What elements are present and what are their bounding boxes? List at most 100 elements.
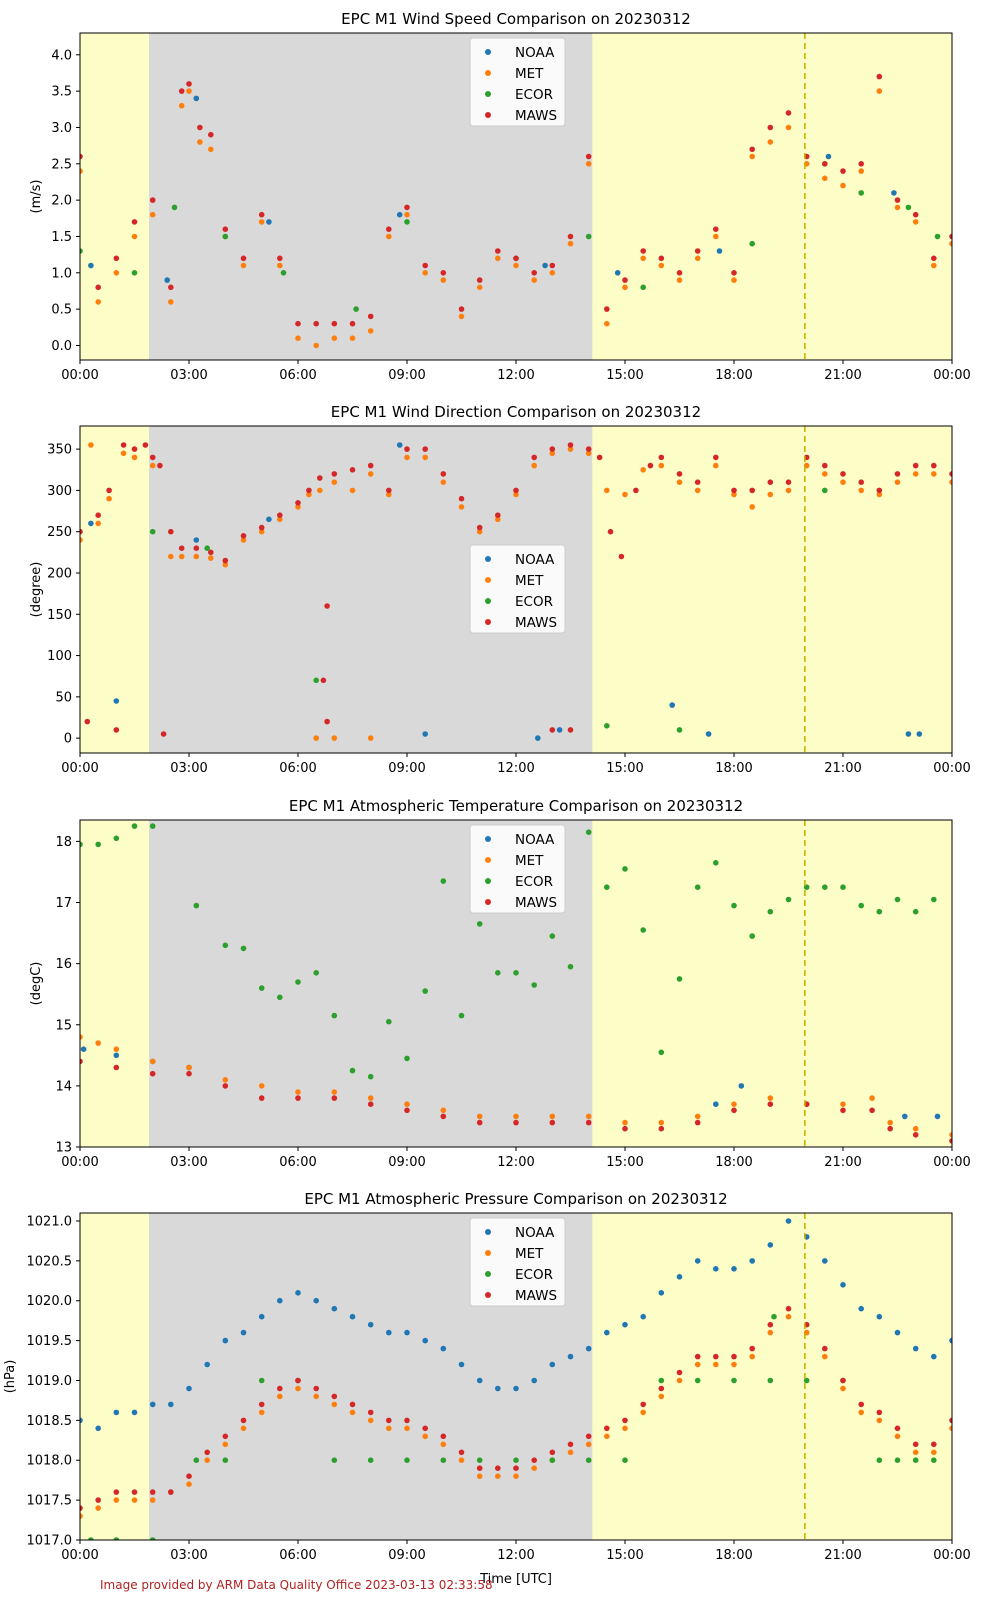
point-ecor <box>88 1537 94 1540</box>
point-maws <box>949 471 952 477</box>
y-tick-label: 14 <box>55 1079 72 1094</box>
point-noaa <box>535 735 541 741</box>
point-maws <box>894 197 901 203</box>
point-maws <box>320 677 327 684</box>
point-maws <box>912 1441 919 1448</box>
point-met <box>222 561 229 568</box>
chart-title: EPC M1 Atmospheric Pressure Comparison o… <box>304 1190 727 1208</box>
data-points <box>80 823 952 1144</box>
point-met <box>949 479 952 485</box>
point-met <box>404 1101 410 1107</box>
point-noaa <box>396 442 403 448</box>
point-maws <box>186 1070 192 1077</box>
point-met <box>168 553 174 560</box>
point-maws <box>277 512 283 518</box>
point-met <box>731 491 737 498</box>
y-tick-label: 1017.5 <box>27 1494 73 1509</box>
point-maws <box>567 727 574 733</box>
point-maws <box>324 718 330 725</box>
legend-label: MET <box>515 573 544 589</box>
point-ecor <box>931 896 937 903</box>
point-maws <box>367 1409 374 1416</box>
point-ecor <box>240 945 247 952</box>
x-tick-label: 06:00 <box>279 1155 316 1170</box>
point-ecor <box>458 1012 465 1019</box>
point-ecor <box>440 1457 447 1463</box>
point-met <box>349 487 356 494</box>
x-tick-label: 18:00 <box>715 761 752 776</box>
point-met <box>258 1083 265 1089</box>
point-maws <box>404 1417 410 1424</box>
point-maws <box>113 255 120 262</box>
point-noaa <box>458 1361 465 1368</box>
legend-label: MET <box>515 853 544 869</box>
point-noaa <box>240 1329 247 1336</box>
point-noaa <box>396 211 403 218</box>
point-met <box>367 1417 374 1424</box>
x-tick-label: 03:00 <box>170 1548 207 1563</box>
point-maws <box>84 718 91 725</box>
data-points <box>80 1218 952 1540</box>
point-ecor <box>640 927 646 933</box>
background-shading <box>80 426 952 753</box>
point-maws <box>840 168 846 174</box>
point-noaa <box>149 1401 156 1408</box>
point-met <box>876 1417 883 1424</box>
point-noaa <box>193 95 200 102</box>
point-noaa <box>731 1266 737 1272</box>
point-maws <box>931 462 937 469</box>
point-noaa <box>640 1313 646 1320</box>
point-ecor <box>476 1457 483 1463</box>
y-tick-label: 2.0 <box>51 194 72 209</box>
point-met <box>440 277 447 283</box>
point-ecor <box>931 1457 937 1463</box>
x-tick-label: 00:00 <box>61 1155 98 1170</box>
y-tick-label: 17 <box>55 896 72 911</box>
x-tick-label: 12:00 <box>497 1155 534 1170</box>
y-tick-label: 4.0 <box>51 48 72 63</box>
point-ecor <box>295 979 301 985</box>
legend-marker <box>485 49 491 55</box>
point-ecor <box>749 240 755 247</box>
point-met <box>204 1457 210 1463</box>
point-met <box>622 284 628 291</box>
point-met <box>931 1449 937 1456</box>
point-maws <box>349 1401 356 1408</box>
point-ecor <box>367 1457 374 1463</box>
point-noaa <box>266 219 272 225</box>
point-ecor <box>353 306 359 312</box>
point-met <box>785 124 792 131</box>
point-met <box>317 487 323 494</box>
point-noaa <box>694 1258 701 1264</box>
x-tick-label: 18:00 <box>715 1155 752 1170</box>
point-maws <box>295 320 301 327</box>
point-met <box>440 1441 447 1448</box>
point-met <box>713 1361 719 1368</box>
point-met <box>386 491 392 498</box>
y-tick-label: 18 <box>55 835 72 850</box>
point-maws <box>713 226 719 232</box>
legend-marker <box>485 619 491 625</box>
point-maws <box>149 454 156 461</box>
point-noaa <box>542 262 548 269</box>
footer-credit: Image provided by ARM Data Quality Offic… <box>100 1578 493 1592</box>
point-met <box>258 528 265 535</box>
point-noaa <box>658 1290 665 1296</box>
shade-yellow <box>592 820 952 1147</box>
point-noaa <box>825 153 832 160</box>
point-maws <box>160 731 167 737</box>
point-noaa <box>934 1113 941 1120</box>
point-met <box>513 1473 519 1479</box>
point-maws <box>186 1473 192 1479</box>
point-noaa <box>713 1266 719 1272</box>
point-maws <box>567 1441 574 1448</box>
point-noaa <box>113 1409 120 1416</box>
point-ecor <box>349 1067 356 1074</box>
point-met <box>295 1089 301 1095</box>
point-met <box>949 1132 952 1138</box>
point-maws <box>476 277 483 283</box>
legend-marker <box>485 598 491 604</box>
x-tick-label: 18:00 <box>715 1548 752 1563</box>
point-ecor <box>658 1049 665 1056</box>
point-met <box>331 735 338 741</box>
